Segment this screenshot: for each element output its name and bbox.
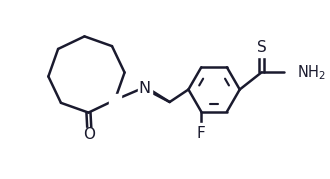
Text: O: O (83, 127, 96, 142)
Text: S: S (257, 40, 267, 55)
Bar (197, 123, 205, 133)
Bar (138, 82, 151, 96)
Text: F: F (197, 126, 206, 141)
Bar (84, 128, 95, 139)
Text: NH$_2$: NH$_2$ (297, 63, 326, 82)
Text: N: N (139, 81, 151, 96)
Bar (257, 47, 266, 57)
Bar (109, 94, 121, 106)
